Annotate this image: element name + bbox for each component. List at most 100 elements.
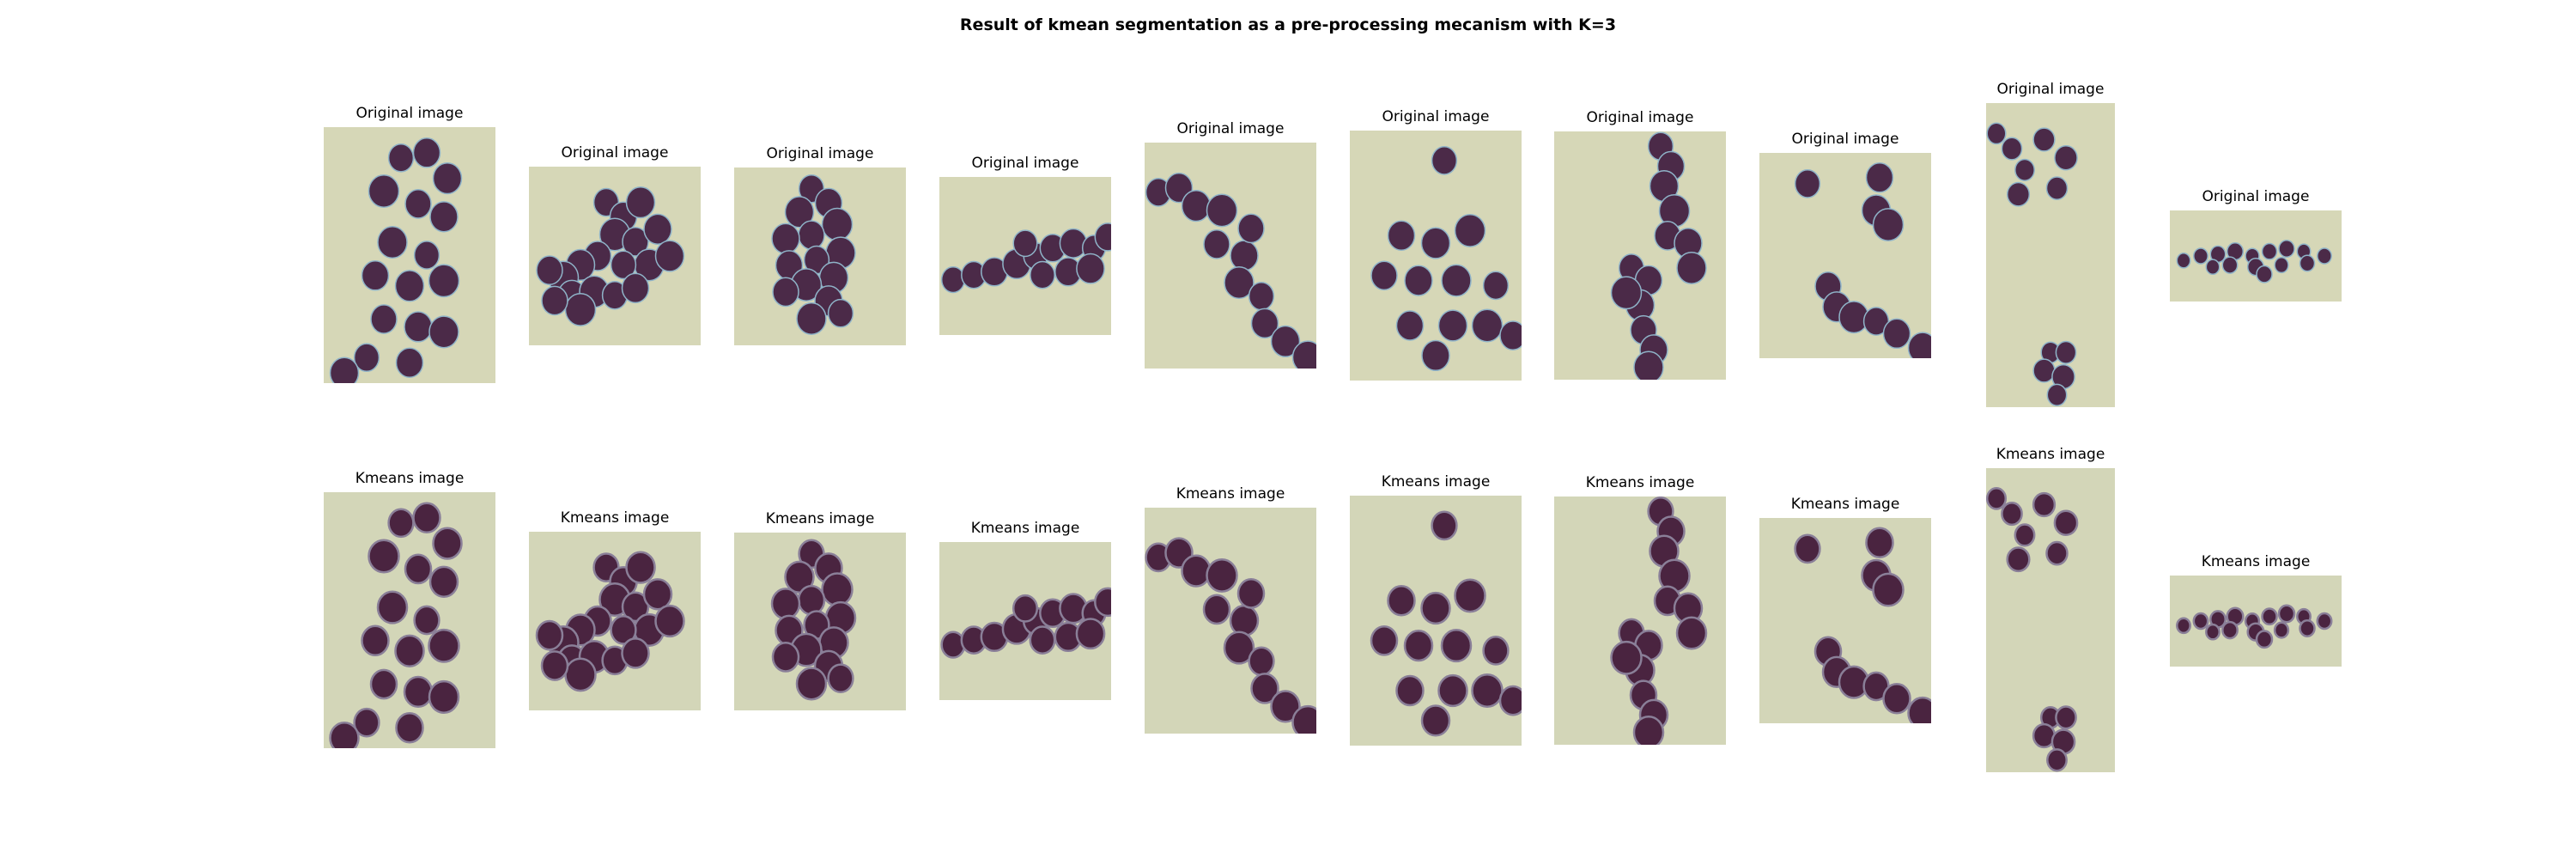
cell-blob	[2255, 630, 2274, 649]
cell-blob	[353, 707, 380, 738]
cell-blob	[432, 527, 463, 560]
cell-blob	[395, 711, 424, 744]
cell-blob	[1237, 213, 1265, 244]
cell-blob	[404, 311, 433, 343]
cell-blob	[2054, 144, 2078, 171]
kmeans-image-title-9: Kmeans image	[1996, 446, 2105, 463]
cell-blob	[1431, 510, 1458, 541]
cell-blob	[1421, 339, 1450, 372]
cell-blob	[368, 539, 400, 574]
cell-blob	[621, 637, 650, 669]
cell-blob	[2045, 176, 2069, 200]
original-image-title-7: Original image	[1586, 109, 1694, 126]
cell-blob	[1236, 578, 1266, 609]
cell-blob	[369, 668, 398, 700]
cell-blob	[404, 189, 432, 219]
cell-blob	[1420, 591, 1451, 625]
cell-blob	[1248, 646, 1275, 677]
cell-blob	[1012, 594, 1039, 623]
cell-blob	[1181, 189, 1212, 222]
original-image-2	[529, 167, 701, 345]
kmeans-image-2	[529, 532, 701, 710]
figure-title: Result of kmean segmentation as a pre-pr…	[959, 15, 1617, 34]
kmeans-image-7	[1554, 497, 1726, 745]
cell-blob	[1794, 169, 1821, 198]
cell-blob	[429, 201, 459, 233]
kmeans-image-title-1: Kmeans image	[355, 470, 465, 487]
cell-blob	[2032, 127, 2056, 152]
kmeans-image-title-3: Kmeans image	[765, 510, 875, 527]
cell-blob	[1202, 594, 1231, 625]
original-image-title-10: Original image	[2202, 188, 2310, 205]
original-image-title-6: Original image	[1382, 108, 1490, 125]
cell-blob	[1986, 122, 2007, 145]
cell-blob	[2256, 265, 2273, 283]
cell-blob	[796, 302, 827, 335]
original-image-4	[939, 177, 1111, 335]
kmeans-image-title-10: Kmeans image	[2201, 553, 2311, 570]
cell-blob	[1230, 240, 1259, 271]
cell-blob	[536, 255, 563, 285]
cell-blob	[1181, 554, 1212, 588]
cell-blob	[1223, 631, 1255, 665]
original-image-10	[2170, 210, 2342, 302]
cell-blob	[1404, 265, 1433, 296]
original-image-title-5: Original image	[1176, 120, 1285, 137]
kmeans-image-8	[1759, 518, 1931, 723]
cell-blob	[1610, 276, 1643, 310]
kmeans-image-title-5: Kmeans image	[1176, 485, 1285, 503]
cell-blob	[428, 264, 460, 298]
cell-blob	[387, 508, 415, 539]
cell-blob	[798, 220, 825, 251]
cell-blob	[2261, 242, 2278, 260]
original-image-8	[1759, 153, 1931, 358]
original-image-title-4: Original image	[971, 155, 1079, 172]
cell-blob	[432, 161, 463, 195]
cell-blob	[654, 604, 685, 638]
cell-blob	[2221, 256, 2239, 274]
cell-blob	[329, 721, 360, 748]
cell-blob	[1270, 690, 1301, 723]
cell-blob	[1250, 308, 1279, 339]
kmeans-image-1	[324, 492, 495, 748]
cell-blob	[1454, 213, 1486, 247]
cell-blob	[1012, 229, 1038, 258]
cell-blob	[2055, 340, 2077, 364]
cell-blob	[404, 553, 433, 585]
cell-blob	[564, 292, 597, 326]
cell-blob	[771, 222, 800, 254]
cell-blob	[1482, 271, 1510, 301]
cell-blob	[353, 343, 380, 373]
cell-blob	[1437, 673, 1468, 708]
kmeans-image-6	[1350, 496, 1522, 746]
cell-blob	[1203, 229, 1230, 259]
original-image-7	[1554, 131, 1726, 380]
cell-blob	[540, 650, 569, 681]
original-image-1	[324, 127, 495, 383]
cell-blob	[2032, 491, 2057, 518]
original-image-title-1: Original image	[355, 105, 464, 122]
cell-blob	[1250, 673, 1279, 704]
cell-blob	[412, 137, 441, 168]
cell-blob	[1387, 584, 1416, 617]
cell-blob	[821, 207, 854, 241]
cell-blob	[2205, 259, 2221, 276]
cell-blob	[403, 675, 434, 709]
original-image-6	[1350, 131, 1522, 381]
kmeans-image-10	[2170, 576, 2342, 667]
cell-blob	[1441, 264, 1472, 297]
cell-blob	[2001, 502, 2023, 527]
cell-blob	[413, 241, 440, 270]
cell-blob	[1882, 318, 1911, 350]
cell-blob	[1395, 310, 1425, 341]
kmeans-image-4	[939, 542, 1111, 700]
cell-blob	[1882, 683, 1911, 715]
cell-blob	[1676, 251, 1707, 285]
cell-blob	[827, 663, 854, 694]
cell-blob	[2055, 705, 2077, 730]
cell-blob	[2176, 252, 2191, 269]
cell-blob	[370, 304, 398, 334]
cell-blob	[2046, 383, 2068, 406]
cell-blob	[1206, 193, 1238, 228]
cell-blob	[2317, 247, 2332, 265]
